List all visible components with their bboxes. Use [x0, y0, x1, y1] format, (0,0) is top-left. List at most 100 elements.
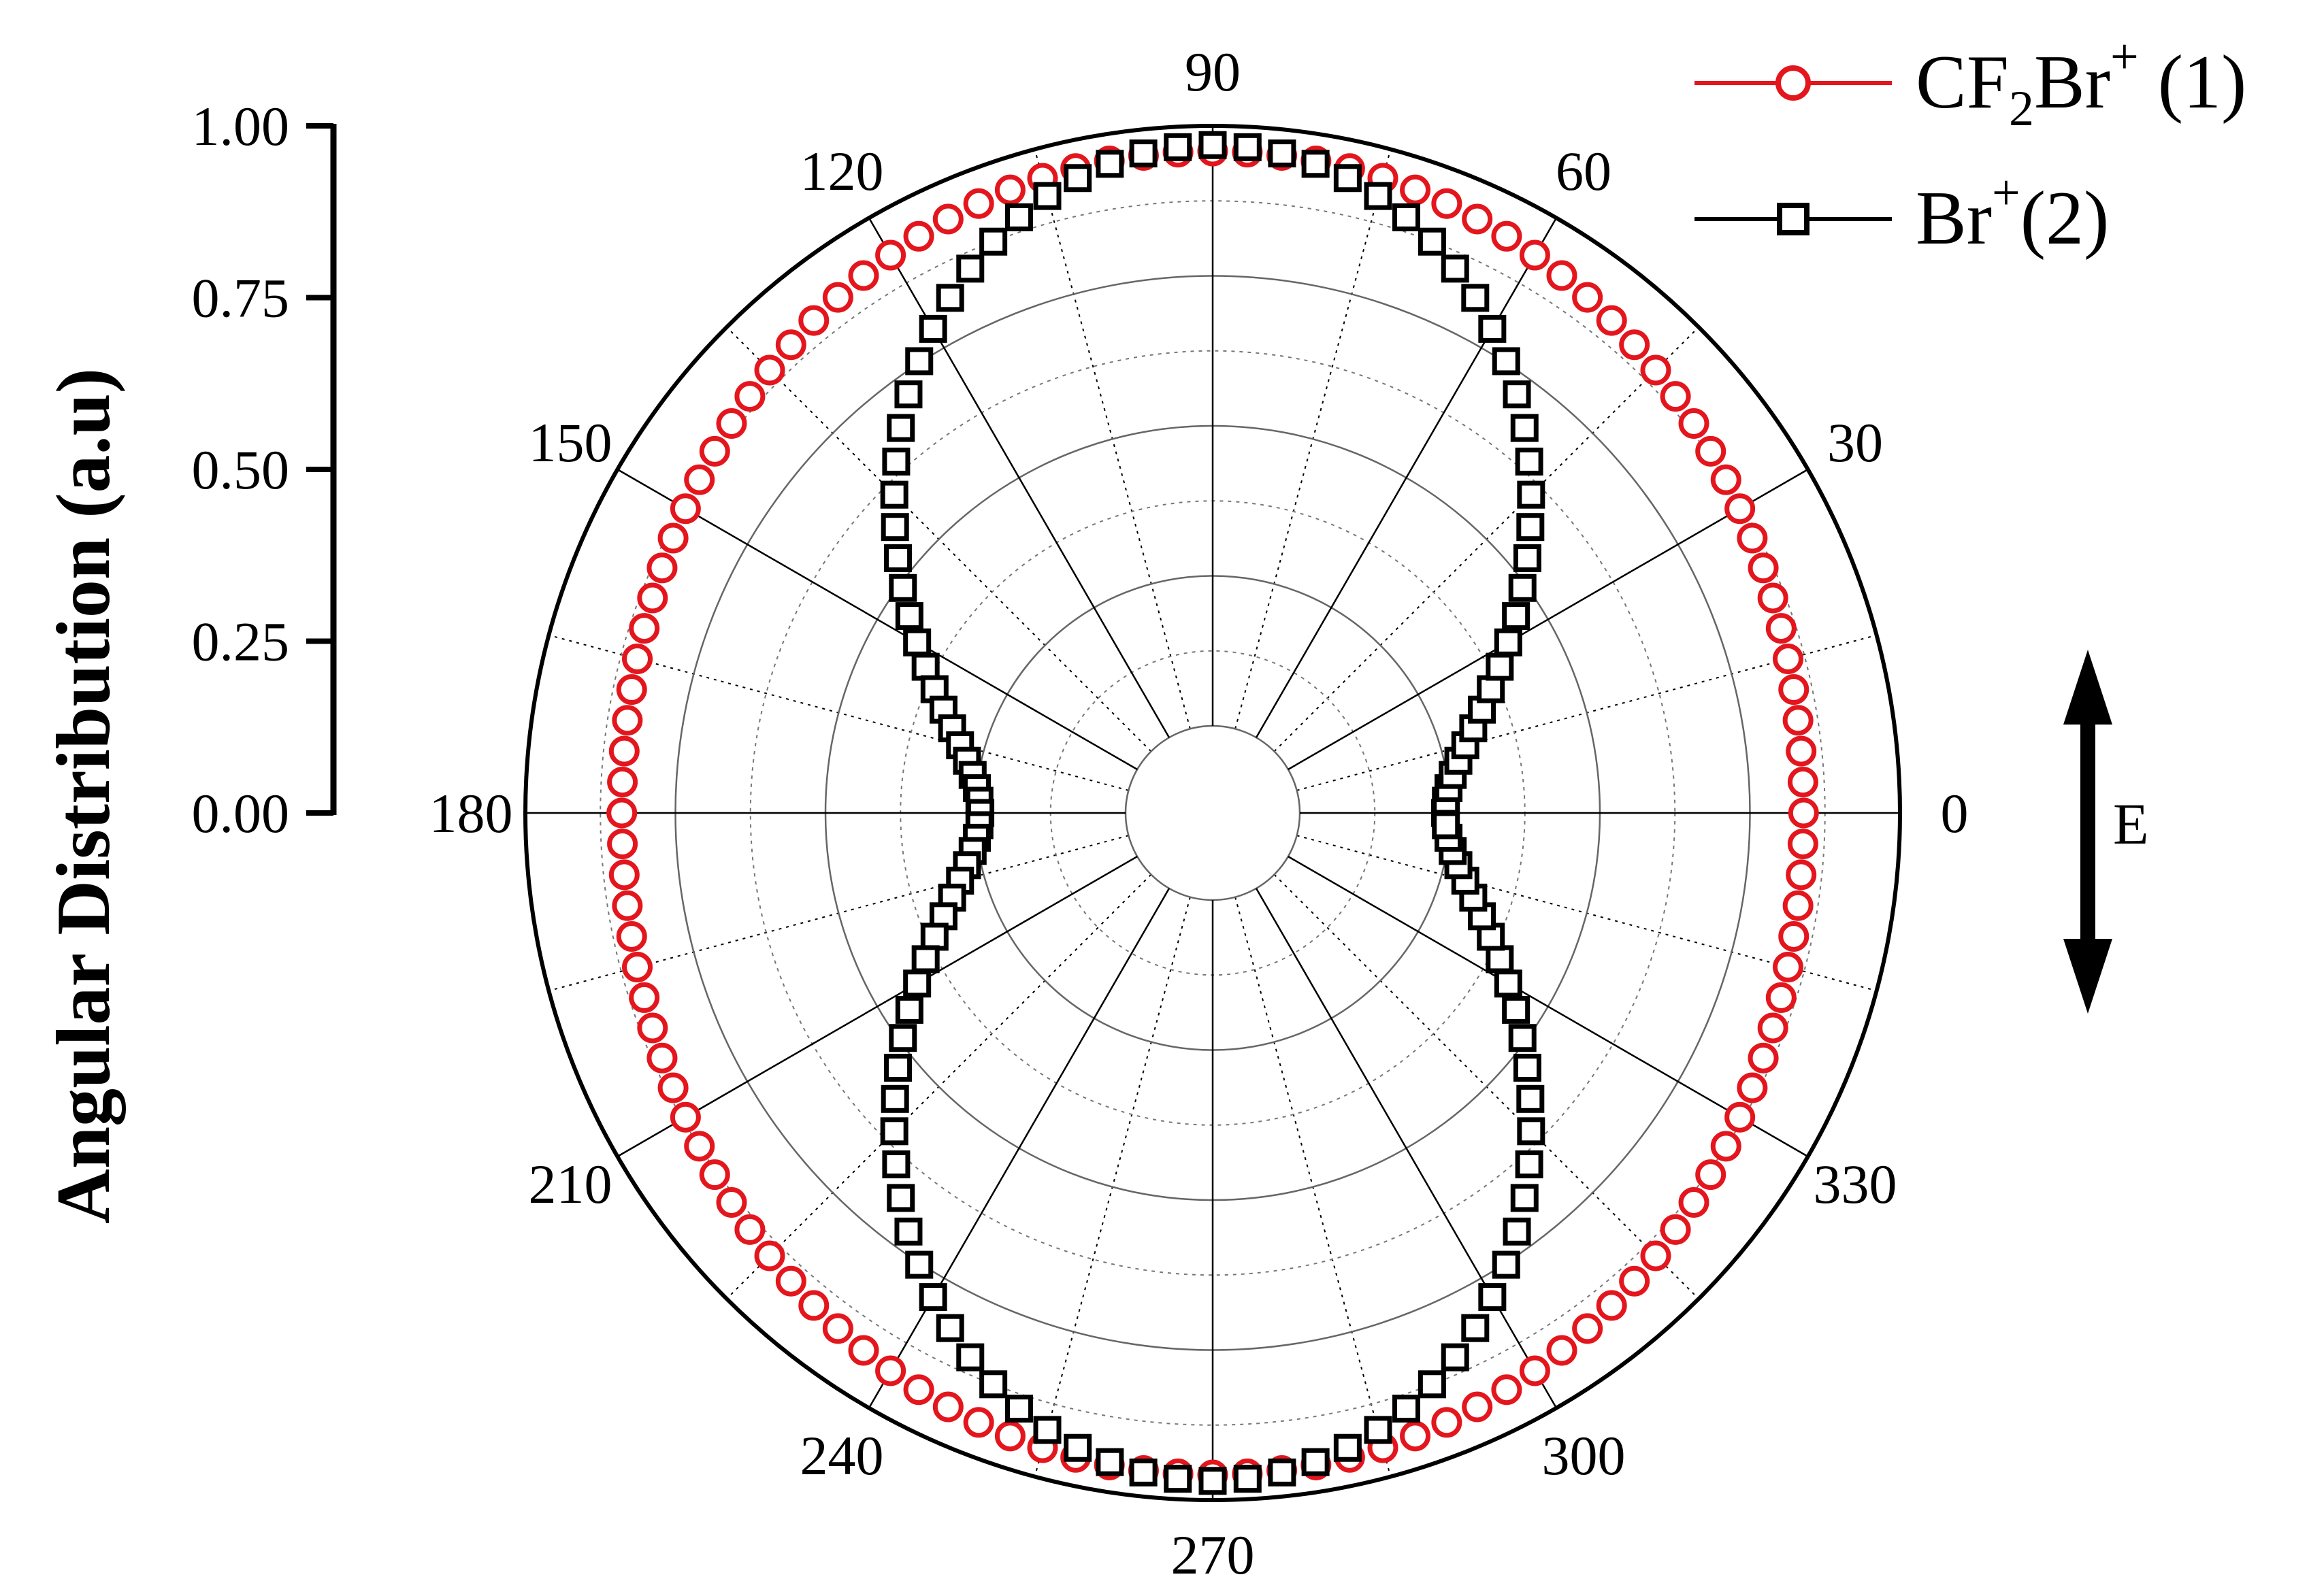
data-point-square: [979, 1370, 1008, 1399]
scale-tick-label: 0.00: [192, 782, 290, 844]
data-point-circle: [932, 203, 964, 235]
data-point-square: [903, 969, 932, 998]
data-point-square: [1494, 969, 1522, 998]
data-point-circle: [875, 239, 906, 271]
data-point-circle: [1596, 1290, 1627, 1321]
major-spoke: [617, 855, 1138, 1158]
data-point-circle: [1782, 705, 1814, 736]
data-point-circle: [903, 220, 934, 252]
data-point-circle: [607, 828, 638, 859]
data-point-circle: [1778, 674, 1809, 705]
y-axis-label: Angular Distribution (a.u): [42, 368, 126, 1224]
angle-tick-label: 270: [1171, 1524, 1255, 1586]
data-point-square: [882, 447, 911, 476]
data-point-square: [1441, 254, 1469, 283]
legend-label-1-sup: +: [2110, 29, 2139, 85]
data-point-square: [1129, 139, 1158, 168]
data-point-circle: [1491, 1374, 1522, 1406]
data-point-square: [887, 1184, 915, 1212]
data-point-square: [1333, 164, 1362, 193]
data-point-circle: [606, 797, 638, 829]
data-point-square: [903, 628, 932, 656]
data-point-square: [1517, 1117, 1545, 1146]
legend: CF2Br+ (1) Br+(2): [1694, 29, 2246, 261]
data-point-circle: [1519, 1355, 1550, 1386]
data-point-circle: [1786, 859, 1817, 891]
data-point-square: [884, 1053, 913, 1082]
data-point-circle: [612, 890, 643, 921]
data-point-circle: [798, 1290, 830, 1321]
data-point-square: [1513, 1053, 1541, 1082]
data-point-square: [1502, 995, 1530, 1024]
data-point-square: [905, 1250, 934, 1279]
data-point-circle: [1710, 1131, 1741, 1162]
data-point-circle: [932, 1391, 964, 1423]
data-point-circle: [1462, 203, 1493, 235]
angle-tick-label: 0: [1941, 782, 1969, 844]
data-point-circle: [657, 522, 689, 554]
data-point-circle: [848, 260, 879, 291]
data-point-circle: [994, 174, 1026, 205]
data-point-circle: [1765, 982, 1797, 1013]
data-point-square: [887, 414, 915, 442]
polar-grid: [525, 126, 1900, 1500]
angle-tick-label: 120: [800, 140, 884, 202]
data-point-circle: [1695, 435, 1726, 467]
major-spoke: [868, 217, 1170, 738]
data-point-square: [1510, 1184, 1539, 1212]
data-point-circle: [699, 1159, 730, 1191]
data-point-circle: [670, 493, 701, 525]
data-point-square: [905, 347, 934, 376]
data-point-square: [1392, 1395, 1420, 1423]
legend-label-2-main: Br: [1916, 176, 1992, 261]
data-point-circle: [657, 1072, 689, 1103]
data-point-circle: [1787, 767, 1818, 798]
data-point-square: [1510, 414, 1539, 442]
angle-tick-label: 210: [529, 1153, 612, 1215]
data-point-circle: [608, 735, 640, 767]
data-point-circle: [1619, 1265, 1650, 1297]
legend-label-1-sub: 2: [2009, 81, 2034, 137]
angle-tick-label: 180: [429, 782, 513, 844]
data-point-circle: [1695, 1159, 1726, 1191]
major-spoke: [868, 888, 1170, 1409]
data-point-square: [1515, 447, 1543, 476]
data-point-square: [1198, 1467, 1227, 1495]
data-point-circle: [1778, 920, 1809, 952]
series-2: [880, 131, 1545, 1495]
data-point-square: [1461, 284, 1490, 312]
data-point-square: [1364, 182, 1392, 210]
data-point-square: [919, 314, 947, 343]
data-point-square: [1503, 1217, 1531, 1246]
data-point-circle: [637, 1012, 668, 1044]
data-point-circle: [622, 643, 653, 674]
data-point-square: [895, 602, 923, 631]
data-point-circle: [1748, 552, 1779, 584]
data-point-circle: [1757, 1012, 1788, 1044]
data-point-square: [880, 480, 908, 509]
data-point-square: [911, 652, 940, 681]
data-point-circle: [629, 982, 660, 1013]
data-point-square: [1233, 133, 1262, 161]
data-point-circle: [822, 282, 853, 313]
data-point-square: [1333, 1433, 1362, 1462]
data-point-square: [1268, 1458, 1296, 1486]
data-point-circle: [1491, 220, 1522, 252]
data-point-circle: [608, 859, 640, 891]
series-layer: [606, 131, 1819, 1495]
angle-tick-labels: 0 30 60 90 120 150 180 210 240 270 300 330: [429, 41, 1969, 1586]
data-point-circle: [616, 674, 647, 705]
data-point-square: [894, 1217, 923, 1246]
major-spoke: [617, 468, 1138, 771]
legend-label-1-mid: Br: [2034, 40, 2110, 124]
major-ring: [1124, 725, 1301, 901]
data-point-square: [881, 1084, 909, 1113]
data-point-circle: [1431, 188, 1462, 219]
data-point-square: [1005, 203, 1034, 231]
polarization-arrow: E: [2063, 650, 2149, 1014]
data-point-circle: [684, 1131, 715, 1162]
legend-label-2: Br+(2): [1916, 165, 2109, 261]
legend-entry-2: Br+(2): [1694, 165, 2109, 261]
data-point-square: [1478, 314, 1507, 343]
